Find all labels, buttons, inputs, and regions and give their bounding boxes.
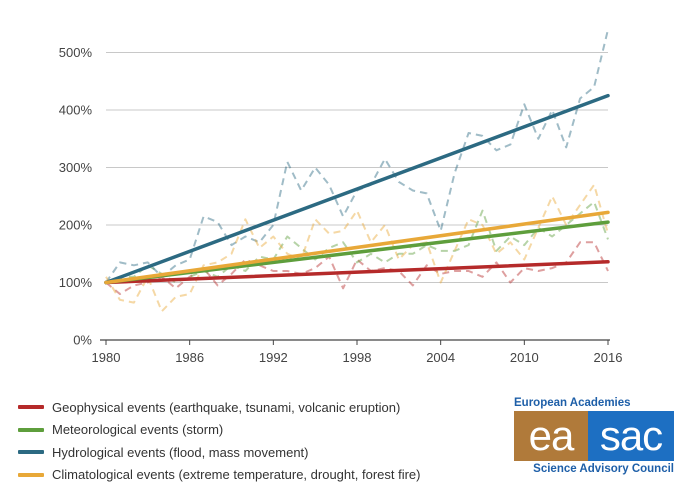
legend-label-climatological: Climatological events (extreme temperatu…	[52, 467, 421, 482]
legend-swatch-meteorological	[18, 428, 44, 432]
legend-item-hydrological: Hydrological events (flood, mass movemen…	[18, 441, 421, 464]
legend-swatch-climatological	[18, 473, 44, 477]
legend-item-climatological: Climatological events (extreme temperatu…	[18, 464, 421, 486]
axes: 0% 100% 200% 300% 400% 500% 1980 1986 1992 1998 20…	[59, 45, 623, 365]
legend-swatch-geophysical	[18, 405, 44, 409]
series-line-raw-0	[106, 242, 608, 294]
x-tick-label: 2010	[510, 350, 539, 365]
x-tick-label: 2004	[426, 350, 455, 365]
logo-top-text: European Academies	[514, 396, 674, 410]
x-tick-label: 1998	[343, 350, 372, 365]
y-tick-label: 500%	[59, 45, 93, 60]
logo-sac-text: sac	[588, 411, 674, 461]
trend-lines	[106, 96, 608, 283]
x-tick-label: 2016	[594, 350, 623, 365]
x-tick-label: 1992	[259, 350, 288, 365]
legend-item-geophysical: Geophysical events (earthquake, tsunami,…	[18, 396, 421, 419]
y-tick-label: 400%	[59, 103, 93, 118]
x-tick-label: 1980	[92, 350, 121, 365]
series-line-raw-2	[106, 30, 608, 283]
y-tick-label: 100%	[59, 275, 93, 290]
y-tick-label: 200%	[59, 218, 93, 233]
legend-label-hydrological: Hydrological events (flood, mass movemen…	[52, 445, 309, 460]
legend-swatch-hydrological	[18, 450, 44, 454]
chart: 0% 100% 200% 300% 400% 500% 1980 1986 1992 1998 20…	[0, 0, 683, 390]
y-tick-label: 300%	[59, 160, 93, 175]
legend-item-meteorological: Meteorological events (storm)	[18, 419, 421, 442]
y-tick-label: 0%	[73, 333, 92, 348]
logo-ea-text: ea	[514, 411, 588, 461]
easac-logo: European Academies ea sac Science Adviso…	[514, 396, 674, 476]
legend-label-meteorological: Meteorological events (storm)	[52, 422, 223, 437]
logo-bottom-text: Science Advisory Council	[514, 462, 674, 476]
logo-box: ea sac	[514, 411, 674, 461]
legend: Geophysical events (earthquake, tsunami,…	[18, 396, 421, 486]
x-tick-label: 1986	[175, 350, 204, 365]
raw-series-lines	[106, 30, 608, 312]
legend-label-geophysical: Geophysical events (earthquake, tsunami,…	[52, 400, 400, 415]
series-trend-line-2	[106, 96, 608, 283]
